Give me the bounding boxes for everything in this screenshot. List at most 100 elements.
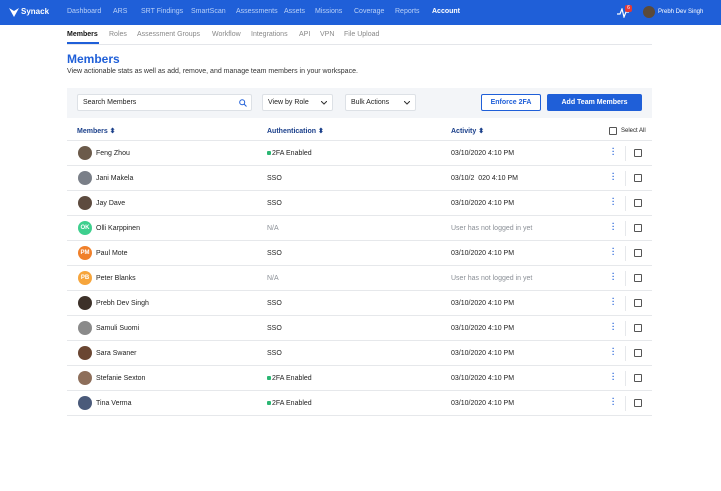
col-divider (625, 396, 626, 411)
nav-item[interactable]: Reports (395, 8, 420, 15)
row-checkbox[interactable] (634, 224, 642, 232)
nav-item[interactable]: Missions (315, 8, 343, 15)
col-divider (625, 371, 626, 386)
enforce-2fa-button[interactable]: Enforce 2FA (481, 94, 541, 111)
col-header[interactable]: Authentication ⬍ (267, 128, 324, 135)
subnav-item[interactable]: Integrations (251, 31, 288, 38)
member-name: Sara Swaner (96, 350, 137, 357)
row-menu[interactable]: · · · (612, 244, 615, 259)
col-divider (625, 146, 626, 161)
avatar-photo (78, 321, 92, 335)
chevron (321, 101, 327, 105)
member-name: Jani Makela (96, 175, 134, 182)
row-menu[interactable]: · · · (612, 394, 615, 409)
table-row: Tina Verma 2FA Enabled 03/10/2020 4:10 PM ·… (67, 391, 652, 416)
row-checkbox[interactable] (634, 274, 642, 282)
col-divider (625, 346, 626, 361)
user-avatar[interactable] (643, 6, 655, 18)
row-checkbox[interactable] (634, 199, 642, 207)
view-by-dropdown[interactable]: View by Role (262, 94, 333, 111)
nav-item[interactable]: Assessments (236, 8, 278, 15)
subnav-item[interactable]: Workflow (212, 31, 241, 38)
row-checkbox[interactable] (634, 324, 642, 332)
member-name: Feng Zhou (96, 150, 130, 157)
auth-status: 2FA Enabled (272, 150, 312, 157)
auth-status: 2FA Enabled (272, 375, 312, 382)
col-header[interactable]: Members ⬍ (77, 128, 116, 135)
row-menu[interactable]: · · · (612, 194, 615, 209)
row-checkbox[interactable] (634, 349, 642, 357)
avatar-photo (78, 296, 92, 310)
logo-icon (9, 8, 19, 17)
subnav-item[interactable]: API (299, 31, 311, 38)
auth-status: SSO (267, 250, 282, 257)
user-name[interactable]: Prebh Dev Singh (658, 9, 704, 15)
auth-status: SSO (267, 350, 282, 357)
table-row: Feng Zhou 2FA Enabled 03/10/2020 4:10 PM · ·… (67, 141, 652, 166)
subnav-item[interactable]: Roles (109, 31, 127, 38)
subnav-item[interactable]: Members (67, 31, 98, 38)
activity: 03/10/2020 4:10 PM (451, 375, 515, 382)
header-divider (67, 140, 652, 141)
auth-status: SSO (267, 175, 282, 182)
row-checkbox[interactable] (634, 149, 642, 157)
nav-item[interactable]: Account (432, 8, 460, 15)
row-menu[interactable]: · · · (612, 369, 615, 384)
col-divider (625, 321, 626, 336)
bulk-actions-label: Bulk Actions (351, 99, 390, 106)
row-checkbox[interactable] (634, 249, 642, 257)
row-menu[interactable]: · · · (612, 344, 615, 359)
chevron (404, 101, 410, 105)
nav-item[interactable]: Dashboard (67, 8, 102, 15)
page-title: Members (67, 52, 120, 66)
avatar-photo (78, 196, 92, 210)
search-box[interactable]: Search Members (77, 94, 252, 111)
auth-status: N/A (267, 225, 279, 232)
select-all-checkbox[interactable] (609, 127, 617, 135)
col-label: Authentication (267, 128, 316, 135)
member-name: Jay Dave (96, 200, 126, 207)
auth-status: SSO (267, 325, 282, 332)
activity-icon[interactable] (617, 8, 629, 18)
logo[interactable]: Synack (21, 7, 50, 16)
nav-item[interactable]: SmartScan (191, 8, 226, 15)
nav-item[interactable]: Assets (284, 8, 306, 15)
col-divider (625, 296, 626, 311)
row-menu[interactable]: · · · (612, 269, 615, 284)
notification-badge: 6 (625, 5, 632, 12)
nav-item[interactable]: ARS (113, 8, 128, 15)
auth-status: SSO (267, 200, 282, 207)
row-menu[interactable]: · · · (612, 219, 615, 234)
add-members-button[interactable]: Add Team Members (547, 94, 642, 111)
row-menu[interactable]: · · · (612, 169, 615, 184)
avatar-photo (78, 371, 92, 385)
table-row: Prebh Dev Singh SSO 03/10/2020 4:10 PM · · · (67, 291, 652, 316)
row-checkbox[interactable] (634, 374, 642, 382)
search-icon (239, 99, 247, 107)
activity: 03/10/2020 4:10 PM (451, 250, 515, 257)
nav-item[interactable]: SRT Findings (141, 8, 184, 15)
row-checkbox[interactable] (634, 299, 642, 307)
row-menu[interactable]: · · · (612, 319, 615, 334)
avatar-photo (78, 346, 92, 360)
row-checkbox[interactable] (634, 174, 642, 182)
activity: 03/10/2020 4:10 PM (451, 200, 515, 207)
table-row: Jani Makela SSO 03/10/2 020 4:10 PM · · · (67, 166, 652, 191)
lock-icon (267, 401, 271, 405)
row-menu[interactable]: · · · (612, 144, 615, 159)
table-row: PB Peter Blanks N/A User has not logged in … (67, 266, 652, 291)
subnav-item[interactable]: VPN (320, 31, 335, 38)
row-checkbox[interactable] (634, 399, 642, 407)
nav-item[interactable]: Coverage (354, 8, 385, 15)
col-header[interactable]: Activity ⬍ (451, 128, 485, 135)
subnav-item[interactable]: File Upload (344, 31, 380, 38)
bulk-actions-dropdown[interactable]: Bulk Actions (345, 94, 416, 111)
subnav-item[interactable]: Assessment Groups (137, 31, 201, 38)
member-name: Peter Blanks (96, 275, 136, 282)
auth-status: SSO (267, 300, 282, 307)
auth-status: 2FA Enabled (272, 400, 312, 407)
col-divider (625, 171, 626, 186)
member-name: Prebh Dev Singh (96, 300, 149, 307)
row-menu[interactable]: · · · (612, 294, 615, 309)
member-name: Tina Verma (96, 400, 132, 407)
